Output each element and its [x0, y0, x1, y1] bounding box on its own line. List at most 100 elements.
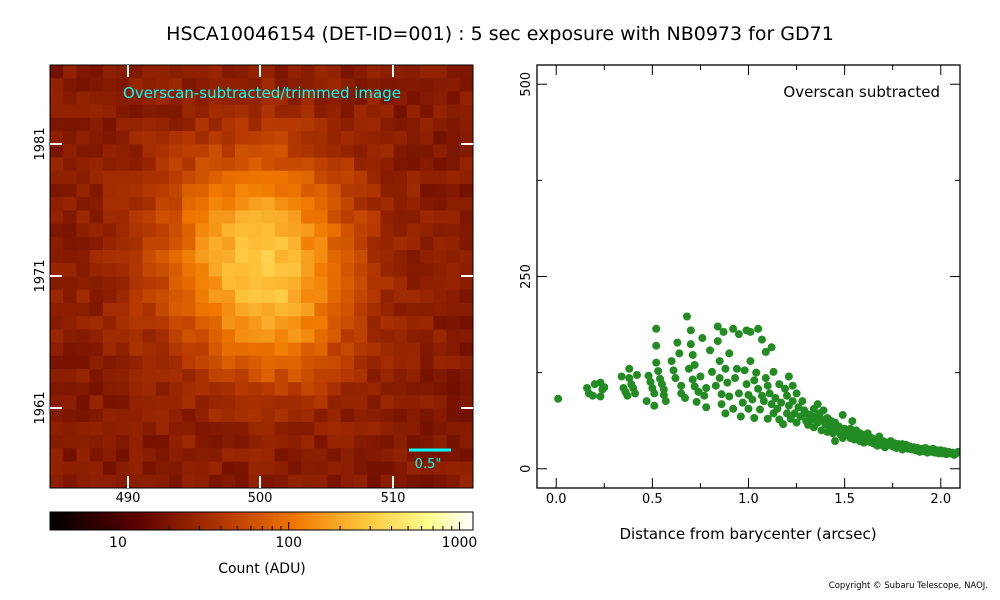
image-pixel — [142, 236, 157, 251]
image-pixel — [129, 236, 143, 251]
image-pixel — [261, 170, 276, 185]
image-pixel — [446, 78, 461, 92]
image-pixel — [327, 382, 342, 396]
image-pixel — [406, 223, 421, 238]
image-pixel — [274, 183, 289, 198]
image-pixel — [76, 329, 91, 343]
data-point — [711, 381, 720, 390]
image-pixel — [406, 302, 421, 317]
image-pixel — [367, 170, 381, 185]
image-pixel — [102, 263, 117, 277]
image-pixel — [274, 382, 289, 396]
image-pixel — [248, 78, 262, 92]
image-pixel — [420, 144, 434, 158]
image-pixel — [76, 382, 91, 396]
image-pixel — [89, 382, 104, 396]
image-pixel — [155, 210, 170, 225]
data-point — [736, 412, 745, 421]
image-pixel — [142, 78, 157, 92]
image-pixel — [261, 223, 276, 238]
image-pixel — [301, 170, 315, 185]
image-pixel — [340, 236, 355, 251]
image-pixel — [459, 91, 474, 106]
image-pixel — [142, 131, 157, 145]
image-pixel — [446, 263, 461, 277]
image-pixel — [340, 369, 355, 383]
colorbar-tick-label: 100 — [275, 535, 302, 551]
image-pixel — [406, 289, 421, 304]
image-pixel — [248, 263, 262, 277]
image-y-tick-label: 1961 — [33, 391, 48, 424]
image-pixel — [327, 474, 342, 489]
image-pixel — [235, 369, 249, 383]
image-pixel — [208, 104, 223, 119]
image-pixel — [301, 223, 315, 238]
image-pixel — [129, 210, 143, 225]
image-pixel — [221, 170, 236, 185]
colorbar-tick-label: 1000 — [442, 535, 478, 551]
image-pixel — [129, 355, 143, 370]
image-pixel — [102, 197, 117, 211]
image-pixel — [367, 421, 381, 436]
image-pixel — [287, 302, 302, 317]
image-pixel — [459, 78, 474, 92]
image-pixel — [459, 316, 474, 330]
image-pixel — [367, 250, 381, 264]
image-pixel — [274, 131, 289, 145]
image-pixel — [63, 448, 77, 462]
image-pixel — [327, 78, 342, 92]
image-pixel — [195, 131, 210, 145]
image-pixel — [354, 316, 368, 330]
image-pixel — [406, 276, 421, 291]
image-pixel — [301, 131, 315, 145]
image-pixel — [327, 369, 342, 383]
image-pixel — [261, 421, 276, 436]
image-pixel — [182, 355, 196, 370]
image-pixel — [380, 289, 395, 304]
image-pixel — [50, 91, 64, 106]
image-pixel — [340, 329, 355, 343]
image-pixel — [446, 183, 461, 198]
image-pixel — [208, 276, 223, 291]
image-pixel — [354, 289, 368, 304]
image-pixel — [76, 342, 91, 357]
image-pixel — [248, 276, 262, 291]
image-pixel — [367, 369, 381, 383]
data-point — [667, 357, 676, 366]
image-pixel — [63, 355, 77, 370]
image-pixel — [76, 183, 91, 198]
image-pixel — [76, 355, 91, 370]
image-pixel — [446, 236, 461, 251]
image-pixel — [168, 91, 183, 106]
image-pixel — [76, 65, 91, 79]
image-pixel — [433, 263, 447, 277]
image-pixel — [459, 65, 474, 79]
image-pixel — [235, 329, 249, 343]
image-pixel — [287, 91, 302, 106]
image-pixel — [446, 342, 461, 357]
image-pixel — [76, 144, 91, 158]
image-pixel — [248, 342, 262, 357]
image-pixel — [393, 104, 408, 119]
image-pixel — [340, 342, 355, 357]
image-pixel — [182, 117, 196, 132]
image-pixel — [314, 144, 328, 158]
image-pixel — [420, 316, 434, 330]
image-pixel — [420, 342, 434, 357]
image-pixel — [89, 302, 104, 317]
image-pixel — [354, 276, 368, 291]
image-pixel — [367, 316, 381, 330]
image-pixel — [63, 263, 77, 277]
image-pixel — [76, 78, 91, 92]
image-pixel — [406, 474, 421, 489]
data-point — [769, 367, 778, 376]
data-point — [750, 376, 759, 385]
image-pixel — [406, 395, 421, 410]
image-pixel — [221, 448, 236, 462]
data-point — [681, 394, 690, 403]
image-pixel — [301, 369, 315, 383]
image-pixel — [354, 104, 368, 119]
image-pixel — [182, 382, 196, 396]
image-pixel — [340, 316, 355, 330]
image-pixel — [420, 408, 434, 423]
